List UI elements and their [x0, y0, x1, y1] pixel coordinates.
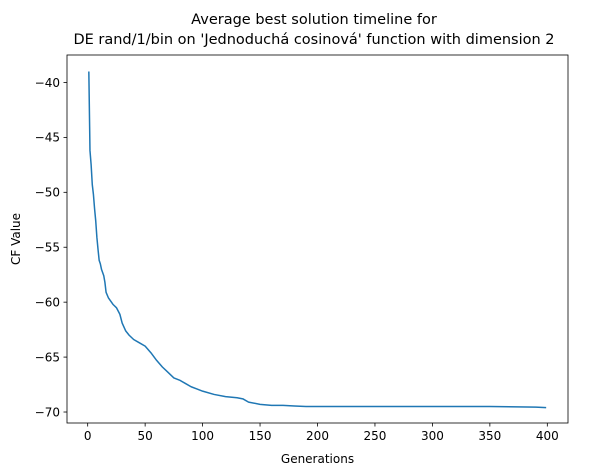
x-tick-label: 300: [421, 429, 444, 443]
plot-area: [66, 54, 569, 424]
y-axis-label: CF Value: [9, 213, 23, 265]
chart-title: Average best solution timeline for DE ran…: [73, 12, 554, 48]
y-tick-label: −50: [35, 186, 60, 200]
x-tick-label: 200: [306, 429, 329, 443]
x-tick-label: 50: [137, 429, 152, 443]
x-axis-label: Generations: [281, 452, 354, 466]
y-tick-label: −55: [35, 241, 60, 255]
y-tick-label: −65: [35, 350, 60, 364]
y-tick-label: −60: [35, 295, 60, 309]
series-line: [88, 71, 547, 409]
x-tick-label: 250: [364, 429, 387, 443]
x-tick-label: 350: [478, 429, 501, 443]
y-tick-label: −45: [35, 131, 60, 145]
y-tick-label: −40: [35, 76, 60, 90]
x-tick-label: 100: [191, 429, 214, 443]
y-axis-ticks: −70 −65 −60 −55 −50 −45 −40: [35, 76, 67, 419]
x-tick-label: 150: [249, 429, 272, 443]
y-tick-label: −70: [35, 405, 60, 419]
x-tick-label: 0: [84, 429, 92, 443]
chart-title-line: Average best solution timeline for: [191, 12, 437, 28]
plot-frame: [66, 54, 569, 424]
x-axis-ticks: 0 50 100 150 200 250 300 350 400: [84, 423, 559, 443]
x-tick-label: 400: [536, 429, 559, 443]
chart-title-line: DE rand/1/bin on 'Jednoduchá cosinová' f…: [73, 32, 554, 48]
